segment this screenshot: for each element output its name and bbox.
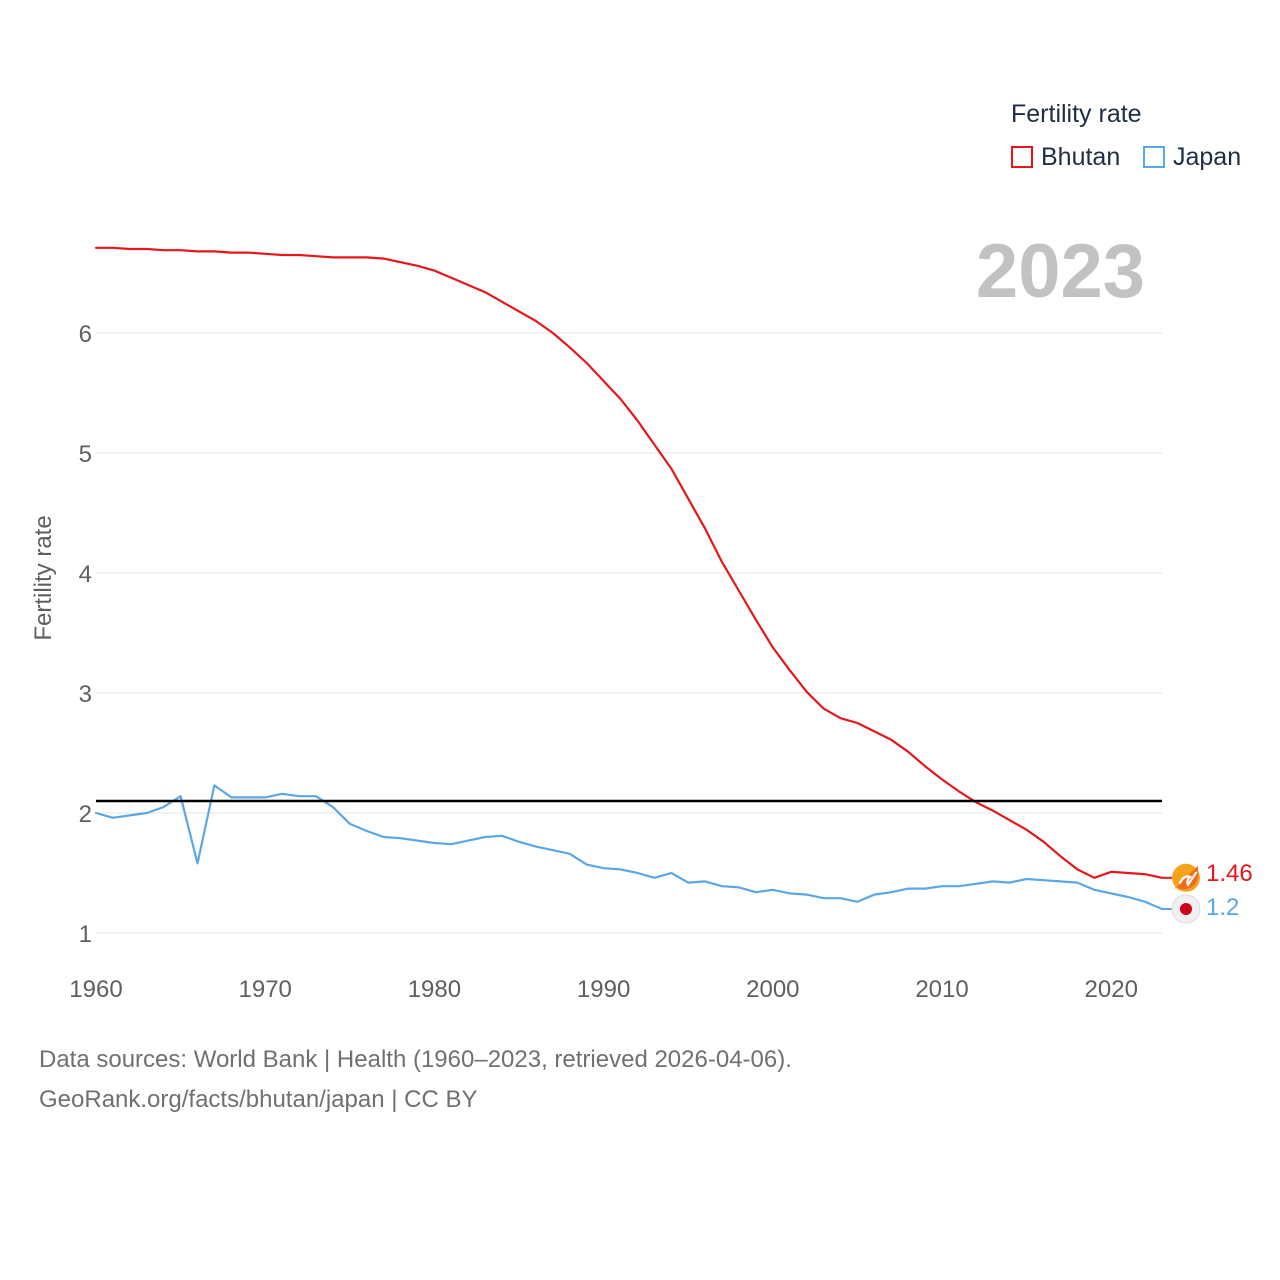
- y-tick-label-6: 6: [79, 321, 92, 348]
- legend-label-japan: Japan: [1173, 142, 1242, 171]
- y-axis-label: Fertility rate: [30, 515, 57, 640]
- x-tick-label-1990: 1990: [577, 976, 630, 1003]
- x-tick-label-1980: 1980: [408, 976, 461, 1003]
- y-tick-label-4: 4: [79, 561, 92, 588]
- series-line-japan: [94, 784, 1164, 911]
- x-tick-label-2010: 2010: [915, 976, 968, 1003]
- bhutan-flag-dragon-icon: [1178, 871, 1198, 887]
- end-value-japan: 1.2: [1206, 894, 1240, 921]
- data-sources-text: Data sources: World Bank | Health (1960–…: [39, 1046, 792, 1073]
- legend-item-japan[interactable]: Japan: [1143, 142, 1241, 172]
- legend-item-bhutan[interactable]: Bhutan: [1011, 142, 1120, 172]
- legend-title: Fertility rate: [1011, 100, 1142, 128]
- y-tick-label-3: 3: [79, 681, 92, 708]
- current-year-label: 2023: [975, 229, 1145, 314]
- x-tick-label-1960: 1960: [69, 976, 122, 1003]
- legend-swatch-japan: [1143, 146, 1165, 168]
- legend-label-bhutan: Bhutan: [1041, 142, 1121, 171]
- japan-flag-disc: [1180, 903, 1192, 915]
- series-line-bhutan: [94, 246, 1164, 879]
- y-tick-label-5: 5: [79, 441, 92, 468]
- y-tick-label-1: 1: [79, 921, 92, 948]
- y-tick-label-2: 2: [79, 801, 92, 828]
- end-value-bhutan: 1.46: [1206, 860, 1253, 887]
- x-tick-label-2020: 2020: [1085, 976, 1138, 1003]
- attribution-link[interactable]: GeoRank.org/facts/bhutan/japan | CC BY: [39, 1086, 478, 1113]
- x-tick-label-1970: 1970: [239, 976, 292, 1003]
- legend-swatch-bhutan: [1011, 146, 1033, 168]
- x-tick-label-2000: 2000: [746, 976, 799, 1003]
